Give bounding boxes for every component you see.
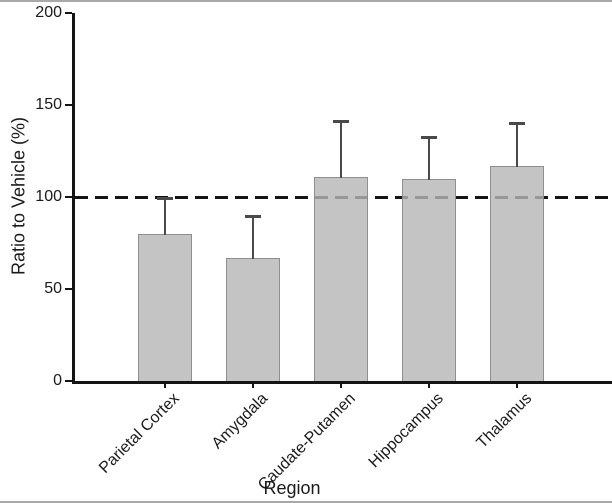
y-tick-label: 150 xyxy=(35,96,62,113)
error-bar xyxy=(163,197,167,235)
bar xyxy=(138,233,192,381)
x-tick xyxy=(427,384,431,388)
bar xyxy=(226,257,280,381)
error-bar xyxy=(339,119,343,178)
error-bar xyxy=(515,121,519,167)
figure-border-bottom xyxy=(0,501,612,503)
y-tick xyxy=(65,287,72,291)
x-tick-label: Parietal Cortex xyxy=(96,390,184,477)
error-cap xyxy=(245,215,261,219)
x-tick xyxy=(163,384,167,388)
x-tick-label: Thalamus xyxy=(473,390,536,452)
bar xyxy=(402,178,456,381)
y-tick-label: 0 xyxy=(53,372,62,389)
y-tick xyxy=(65,379,72,383)
bar xyxy=(490,165,544,381)
figure-border-top xyxy=(0,0,612,2)
error-bar xyxy=(427,136,431,180)
error-cap xyxy=(421,136,437,140)
x-axis-title: Region xyxy=(263,478,321,498)
x-axis-line xyxy=(72,381,612,384)
y-tick xyxy=(65,195,72,199)
x-tick-label: Amygdala xyxy=(208,390,272,453)
y-tick-label: 100 xyxy=(35,188,62,205)
error-cap xyxy=(333,119,349,123)
x-tick-label: Hippocampus xyxy=(365,390,448,472)
y-axis-title: Ratio to Vehicle (%) xyxy=(8,116,29,276)
y-tick xyxy=(65,103,72,107)
error-bar xyxy=(251,215,255,259)
y-tick-label: 200 xyxy=(35,4,62,21)
error-cap xyxy=(509,121,525,125)
x-tick xyxy=(251,384,255,388)
y-axis-line xyxy=(72,13,75,384)
x-tick xyxy=(515,384,519,388)
bar xyxy=(314,176,368,381)
y-tick xyxy=(65,11,72,15)
error-cap xyxy=(157,197,173,200)
y-tick-label: 50 xyxy=(44,280,62,297)
x-tick xyxy=(339,384,343,388)
